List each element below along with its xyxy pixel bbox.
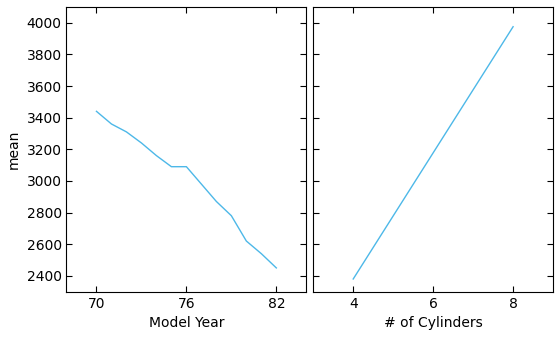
Y-axis label: mean: mean [7, 130, 21, 169]
X-axis label: # of Cylinders: # of Cylinders [384, 316, 483, 330]
X-axis label: Model Year: Model Year [148, 316, 224, 330]
